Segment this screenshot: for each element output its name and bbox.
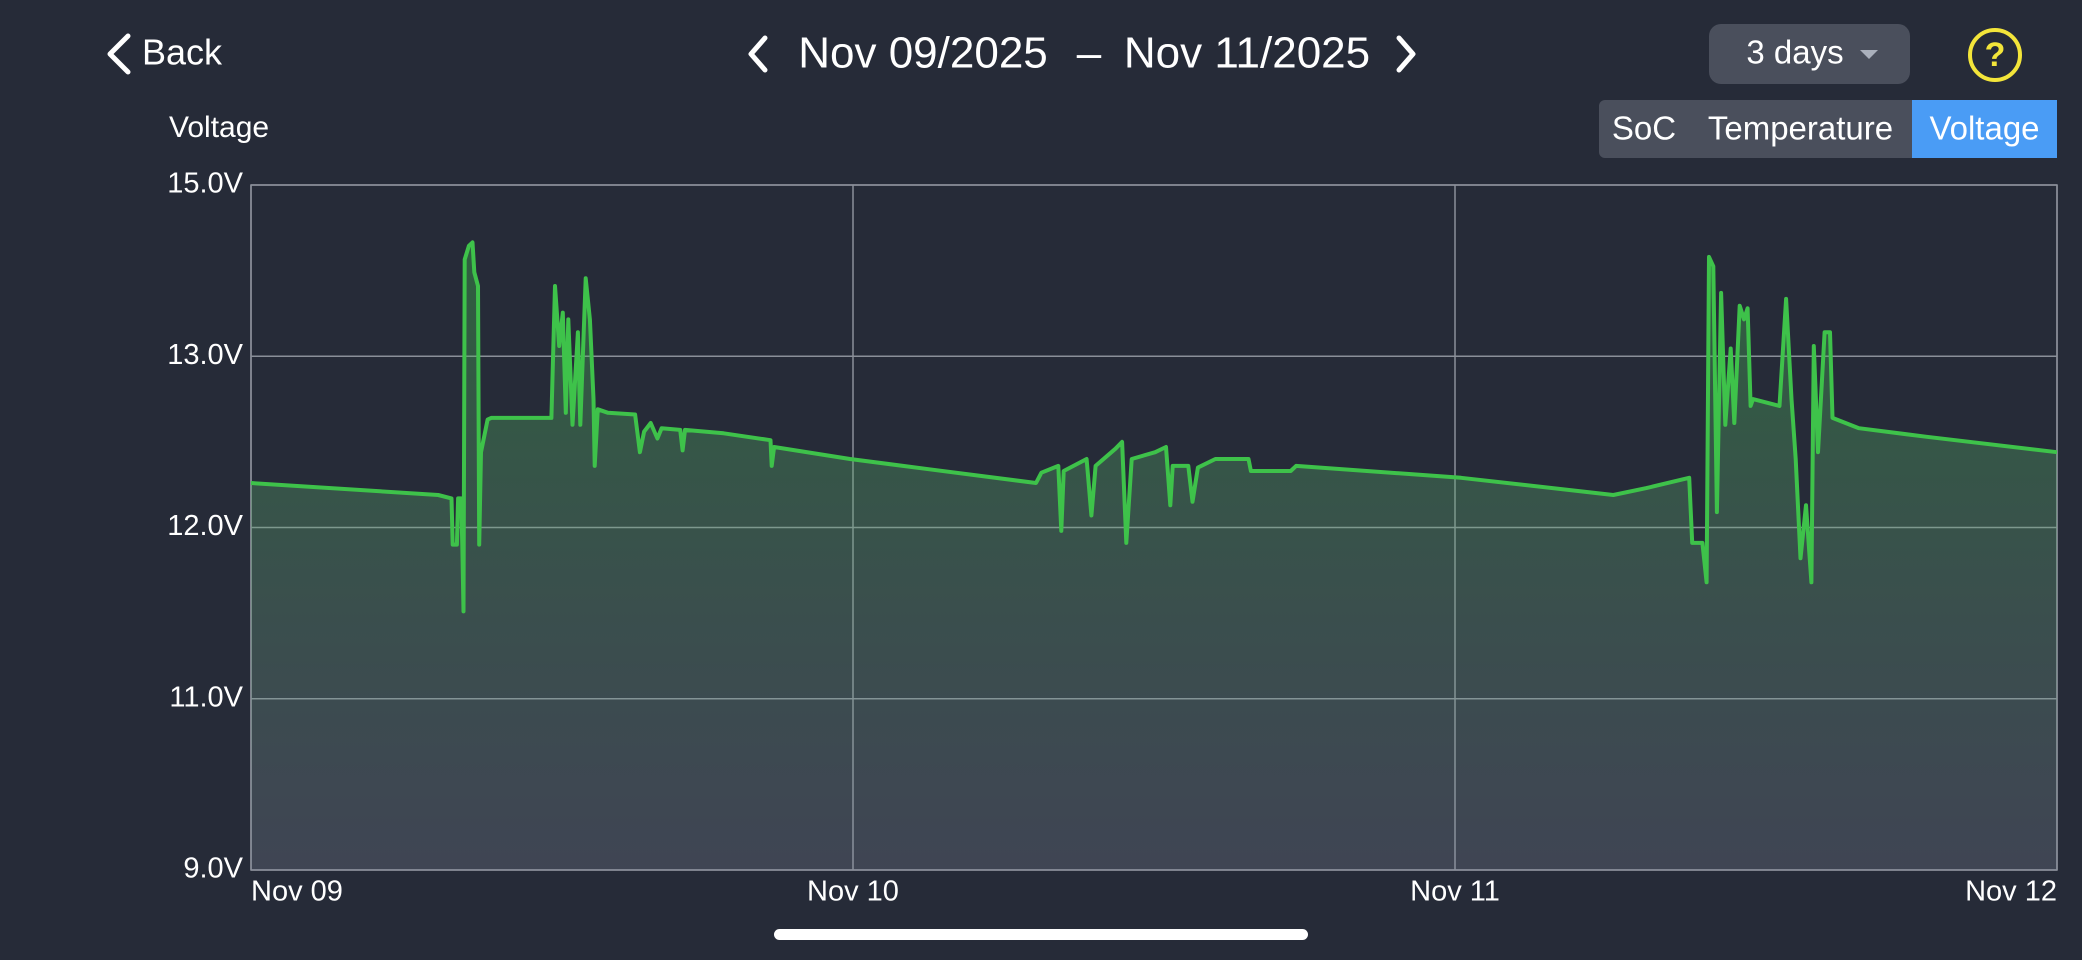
x-tick-label: Nov 09 (251, 876, 343, 908)
next-arrow[interactable] (1396, 35, 1416, 73)
y-tick-label: 11.0V (169, 681, 243, 713)
tab-bar: SoC Temperature Voltage (1599, 100, 2057, 158)
date-separator: – (1077, 29, 1102, 78)
tab-label: Temperature (1708, 110, 1893, 147)
y-tick-label: 15.0V (167, 168, 243, 200)
help-label: ? (1985, 36, 2006, 74)
x-tick-label: Nov 12 (1965, 876, 2057, 908)
date-end: Nov 11/2025 (1124, 29, 1370, 78)
home-indicator (774, 929, 1308, 940)
back-label: Back (142, 32, 223, 73)
x-tick-label: Nov 11 (1410, 876, 1500, 908)
tab-label: Voltage (1929, 110, 2039, 147)
tab[interactable]: SoC (1612, 110, 1676, 147)
help-circle (1968, 28, 2022, 82)
range-label: 3 days (1746, 34, 1843, 71)
back-chevron (107, 33, 131, 75)
prev-arrow[interactable] (748, 35, 768, 73)
area (251, 242, 2057, 870)
dropdown-bg (1709, 24, 1910, 84)
date-start: Nov 09/2025 (798, 29, 1048, 78)
x-tick-label: Nov 10 (807, 876, 899, 908)
tab[interactable]: Temperature (1708, 110, 1893, 147)
tab-label: SoC (1612, 110, 1676, 147)
tab[interactable]: Voltage (1912, 100, 2057, 158)
dropdown-caret (1860, 50, 1878, 59)
tab-selected-bg (1912, 100, 2057, 158)
help-button[interactable]: ? (1968, 28, 2022, 82)
line (250, 240, 2058, 614)
back-button[interactable]: Back (107, 32, 223, 75)
y-tick-label: 9.0V (183, 853, 243, 885)
y-tick-label: 12.0V (167, 510, 243, 542)
y-tick-label: 13.0V (167, 339, 243, 371)
chart: 9.0V 11.0V 12.0V 13.0V 15.0V Nov 09 Nov 10 Nov … (167, 168, 2058, 908)
range-dropdown[interactable]: 3 days (1709, 24, 1910, 84)
y-axis-title: Voltage (169, 111, 269, 144)
